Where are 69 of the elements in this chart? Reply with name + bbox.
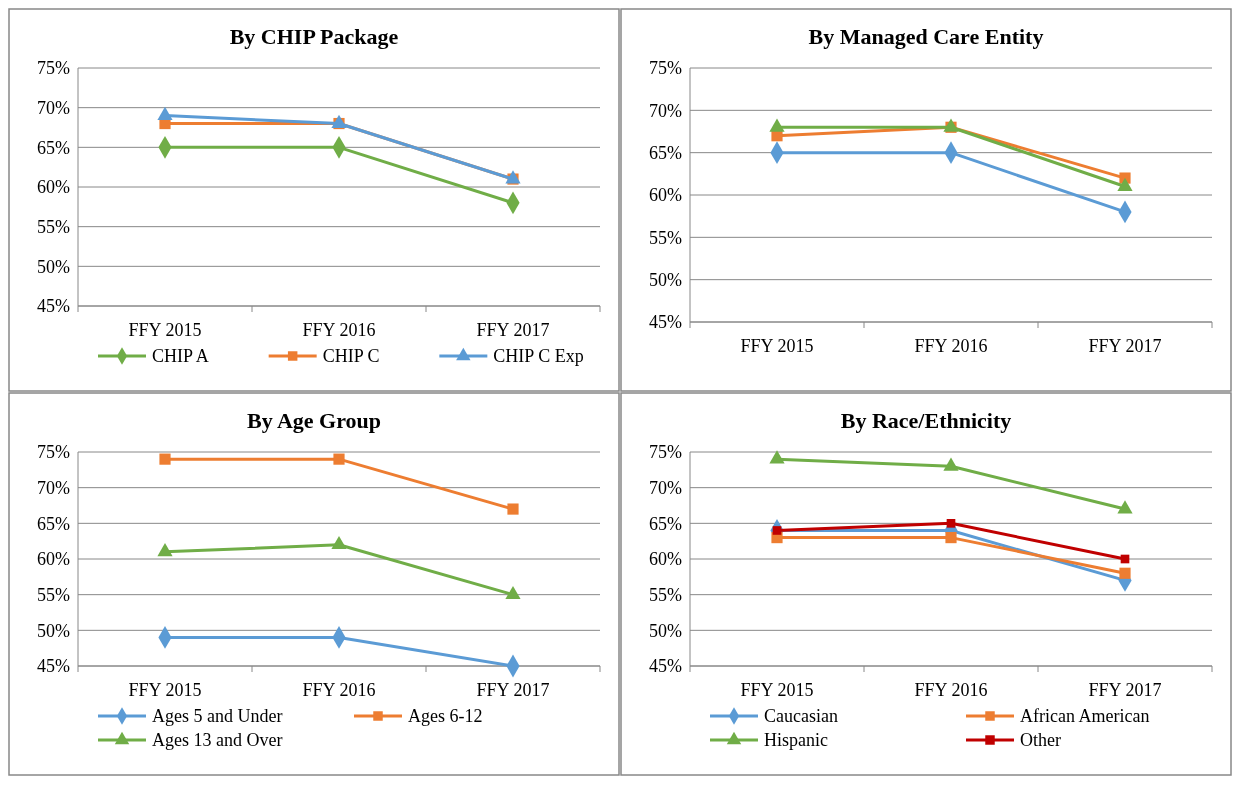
y-tick-label: 75% (649, 58, 682, 79)
legend-label: African American (1020, 706, 1150, 727)
x-tick-label: FFY 2015 (740, 680, 814, 700)
x-tick-label: FFY 2015 (740, 336, 814, 356)
point (331, 535, 347, 550)
y-tick-label: 50% (649, 269, 682, 290)
point (157, 543, 173, 557)
point (769, 450, 785, 464)
x-tick-label: FFY 2017 (476, 680, 550, 700)
x-tick-label: FFY 2017 (1088, 336, 1162, 356)
legend-label: Ages 13 and Over (152, 730, 283, 751)
y-tick-label: 50% (37, 620, 70, 641)
y-tick-label: 45% (649, 312, 682, 333)
x-tick-label: FFY 2016 (302, 320, 376, 340)
chart-title: By Managed Care Entity (808, 24, 1044, 49)
point (157, 106, 173, 120)
legend-label: CHIP C Exp (493, 346, 584, 367)
legend-label: CHIP C (322, 346, 380, 367)
y-tick-label: 70% (37, 97, 70, 118)
point (769, 118, 785, 132)
y-tick-label: 65% (649, 513, 682, 534)
point (772, 526, 782, 535)
y-tick-label: 70% (37, 477, 70, 498)
y-tick-label: 75% (37, 58, 70, 79)
y-tick-label: 45% (649, 656, 682, 677)
legend-label: Other (1020, 730, 1061, 751)
point (1119, 567, 1131, 579)
legend-label: Caucasian (764, 706, 838, 727)
legend-label: Ages 5 and Under (152, 706, 283, 727)
y-tick-label: 55% (649, 227, 682, 248)
legend-label: Ages 6-12 (408, 706, 483, 727)
chart-title: By Age Group (246, 408, 382, 433)
y-tick-label: 75% (37, 442, 70, 463)
point (1117, 500, 1133, 514)
x-tick-label: FFY 2016 (302, 680, 376, 700)
legend-label: Hispanic (764, 730, 828, 751)
point (505, 585, 521, 600)
y-tick-label: 70% (649, 477, 682, 498)
y-tick-label: 60% (37, 549, 70, 570)
point (945, 532, 957, 544)
y-tick-label: 55% (37, 216, 70, 237)
y-tick-label: 60% (649, 185, 682, 206)
point (159, 453, 171, 465)
point (943, 457, 959, 471)
y-tick-label: 65% (37, 137, 70, 158)
x-tick-label: FFY 2017 (1088, 680, 1162, 700)
point (507, 503, 519, 515)
y-tick-label: 55% (37, 584, 70, 605)
y-tick-label: 60% (649, 549, 682, 570)
y-tick-label: 70% (649, 100, 682, 121)
chart-title: By CHIP Package (229, 24, 399, 49)
y-tick-label: 60% (37, 177, 70, 198)
x-tick-label: FFY 2015 (128, 680, 202, 700)
chart-title: By Race/Ethnicity (840, 408, 1012, 433)
x-tick-label: FFY 2016 (914, 336, 988, 356)
y-tick-label: 65% (649, 142, 682, 163)
point (946, 519, 956, 528)
y-tick-label: 75% (649, 442, 682, 463)
y-tick-label: 55% (649, 584, 682, 605)
y-tick-label: 45% (37, 296, 70, 317)
x-tick-label: FFY 2017 (476, 320, 550, 340)
point (333, 453, 345, 465)
y-tick-label: 65% (37, 513, 70, 534)
y-tick-label: 50% (37, 256, 70, 277)
y-tick-label: 50% (649, 620, 682, 641)
x-tick-label: FFY 2016 (914, 680, 988, 700)
y-tick-label: 45% (37, 656, 70, 677)
legend-label: CHIP A (152, 346, 209, 367)
x-tick-label: FFY 2015 (128, 320, 202, 340)
